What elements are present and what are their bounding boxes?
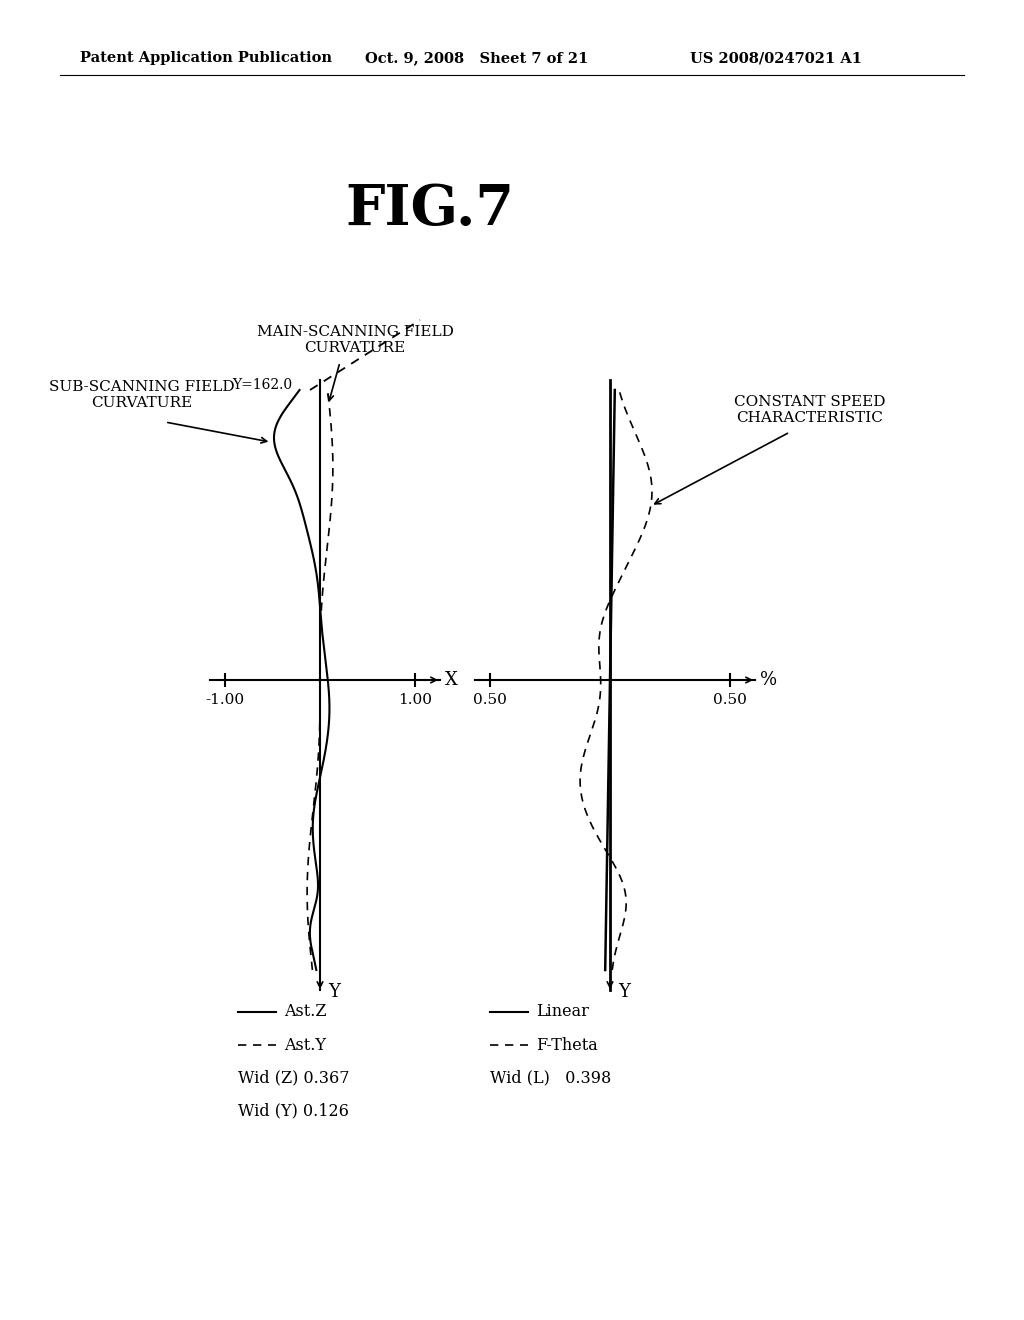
Text: 1.00: 1.00 [398,693,432,708]
Text: F-Theta: F-Theta [536,1036,598,1053]
Text: 0.50: 0.50 [473,693,507,708]
Text: Wid (Y) 0.126: Wid (Y) 0.126 [238,1102,349,1119]
Text: MAIN-SCANNING FIELD
CURVATURE: MAIN-SCANNING FIELD CURVATURE [257,325,454,355]
Text: Y: Y [328,983,340,1001]
Text: Y: Y [618,983,630,1001]
Text: 0.50: 0.50 [713,693,746,708]
Text: FIG.7: FIG.7 [345,182,514,238]
Text: Patent Application Publication: Patent Application Publication [80,51,332,65]
Text: Wid (L)   0.398: Wid (L) 0.398 [490,1069,611,1086]
Text: SUB-SCANNING FIELD
CURVATURE: SUB-SCANNING FIELD CURVATURE [49,380,234,411]
Text: Ast.Y: Ast.Y [284,1036,326,1053]
Text: CONSTANT SPEED
CHARACTERISTIC: CONSTANT SPEED CHARACTERISTIC [734,395,886,425]
Text: Y=162.0: Y=162.0 [232,378,292,392]
Text: Linear: Linear [536,1003,589,1020]
Text: Wid (Z) 0.367: Wid (Z) 0.367 [238,1069,349,1086]
Text: Ast.Z: Ast.Z [284,1003,327,1020]
Text: X: X [445,671,458,689]
Text: US 2008/0247021 A1: US 2008/0247021 A1 [690,51,862,65]
Text: Oct. 9, 2008   Sheet 7 of 21: Oct. 9, 2008 Sheet 7 of 21 [365,51,589,65]
Text: %: % [760,671,777,689]
Text: -1.00: -1.00 [206,693,245,708]
